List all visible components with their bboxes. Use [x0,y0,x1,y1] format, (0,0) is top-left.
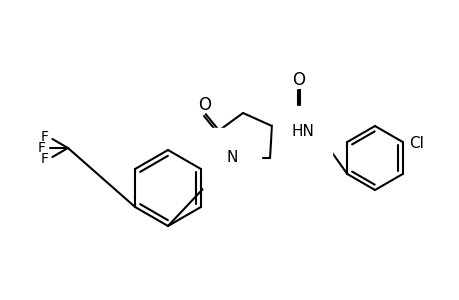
Text: Cl: Cl [408,136,423,152]
Text: F: F [38,141,46,155]
Text: F: F [40,152,48,166]
Text: O: O [198,96,211,114]
Text: HN: HN [291,124,313,140]
Text: F: F [40,130,48,144]
Text: N: N [226,151,237,166]
Text: O: O [292,71,305,89]
